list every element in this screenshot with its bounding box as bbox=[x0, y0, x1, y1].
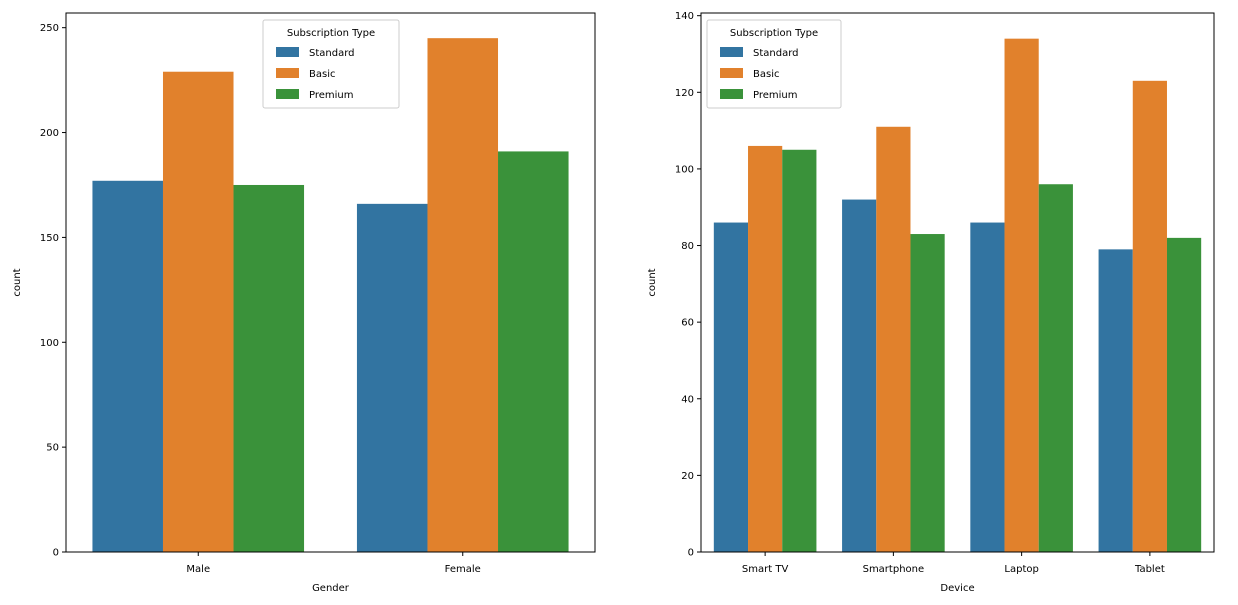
x-tick-label: Male bbox=[186, 564, 210, 575]
legend-swatch-premium bbox=[276, 89, 299, 99]
legend-label-basic: Basic bbox=[753, 69, 779, 80]
bar-basic-female bbox=[427, 38, 499, 553]
legend-swatch-premium bbox=[720, 89, 743, 99]
legend: Subscription Type Standard Basic Premium bbox=[262, 19, 400, 109]
y-tick-label: 120 bbox=[675, 88, 694, 99]
legend-label-premium: Premium bbox=[309, 90, 354, 101]
legend-title: Subscription Type bbox=[287, 28, 375, 39]
y-tick-label: 150 bbox=[40, 233, 59, 244]
y-tick-label: 80 bbox=[681, 241, 694, 252]
x-axis-label: Device bbox=[940, 583, 974, 594]
bar-basic-male bbox=[162, 71, 234, 553]
legend-title: Subscription Type bbox=[730, 28, 818, 39]
legend-box bbox=[706, 19, 842, 109]
bar-standard-male bbox=[92, 180, 163, 552]
bar-premium-female bbox=[498, 151, 569, 552]
bar-standard-laptop bbox=[970, 222, 1005, 553]
x-axis-label: Gender bbox=[312, 583, 350, 594]
bar-premium-laptop bbox=[1038, 184, 1073, 552]
bar-premium-smartphone bbox=[910, 234, 945, 552]
y-tick-label: 140 bbox=[675, 11, 694, 22]
legend-box bbox=[262, 19, 400, 109]
bar-basic-smart-tv bbox=[748, 145, 783, 552]
legend-label-standard: Standard bbox=[309, 48, 355, 59]
legend-label-premium: Premium bbox=[753, 90, 798, 101]
bar-standard-tablet bbox=[1098, 249, 1133, 552]
y-tick-label: 0 bbox=[688, 548, 694, 559]
bar-premium-tablet bbox=[1166, 237, 1202, 552]
legend-swatch-basic bbox=[276, 68, 299, 78]
bar-basic-laptop bbox=[1004, 38, 1039, 552]
legend-swatch-standard bbox=[720, 47, 743, 57]
y-tick-label: 250 bbox=[40, 23, 59, 34]
axes-frame bbox=[700, 12, 1215, 553]
legend-swatch-standard bbox=[276, 47, 299, 57]
x-tick-label: Smart TV bbox=[742, 564, 789, 575]
bar-premium-smart-tv bbox=[782, 149, 817, 552]
legend-label-standard: Standard bbox=[753, 48, 799, 59]
x-tick-label: Smartphone bbox=[863, 564, 925, 575]
axes-frame bbox=[65, 12, 596, 553]
bar-standard-female bbox=[356, 203, 428, 552]
legend: Subscription Type Standard Basic Premium bbox=[706, 19, 842, 109]
bar-basic-tablet bbox=[1132, 80, 1167, 552]
x-tick-label: Laptop bbox=[1004, 564, 1038, 575]
x-tick-label: Female bbox=[445, 564, 481, 575]
y-tick-label: 0 bbox=[53, 548, 59, 559]
legend-label-basic: Basic bbox=[309, 69, 335, 80]
y-tick-label: 50 bbox=[46, 443, 59, 454]
chart-panel-1: 0 50 100 150 200 250 Male Female Gender count Subs… bbox=[12, 12, 596, 594]
y-tick-label: 60 bbox=[681, 318, 694, 329]
y-axis-label: count bbox=[647, 268, 658, 296]
bar-standard-smartphone bbox=[842, 199, 877, 552]
y-tick-label: 200 bbox=[40, 128, 59, 139]
bar-basic-smartphone bbox=[876, 126, 911, 552]
x-tick-label: Tablet bbox=[1134, 564, 1165, 575]
legend-swatch-basic bbox=[720, 68, 743, 78]
y-tick-label: 40 bbox=[681, 394, 694, 405]
y-tick-label: 20 bbox=[681, 471, 694, 482]
y-axis-label: count bbox=[12, 268, 23, 296]
bar-standard-smart-tv bbox=[713, 222, 749, 553]
y-tick-label: 100 bbox=[675, 164, 694, 175]
bar-premium-male bbox=[233, 184, 305, 552]
y-tick-label: 100 bbox=[40, 338, 59, 349]
chart-panel-2: 0 20 40 60 80 100 120 140 Smart TV Smartphone Lapt… bbox=[647, 11, 1215, 594]
